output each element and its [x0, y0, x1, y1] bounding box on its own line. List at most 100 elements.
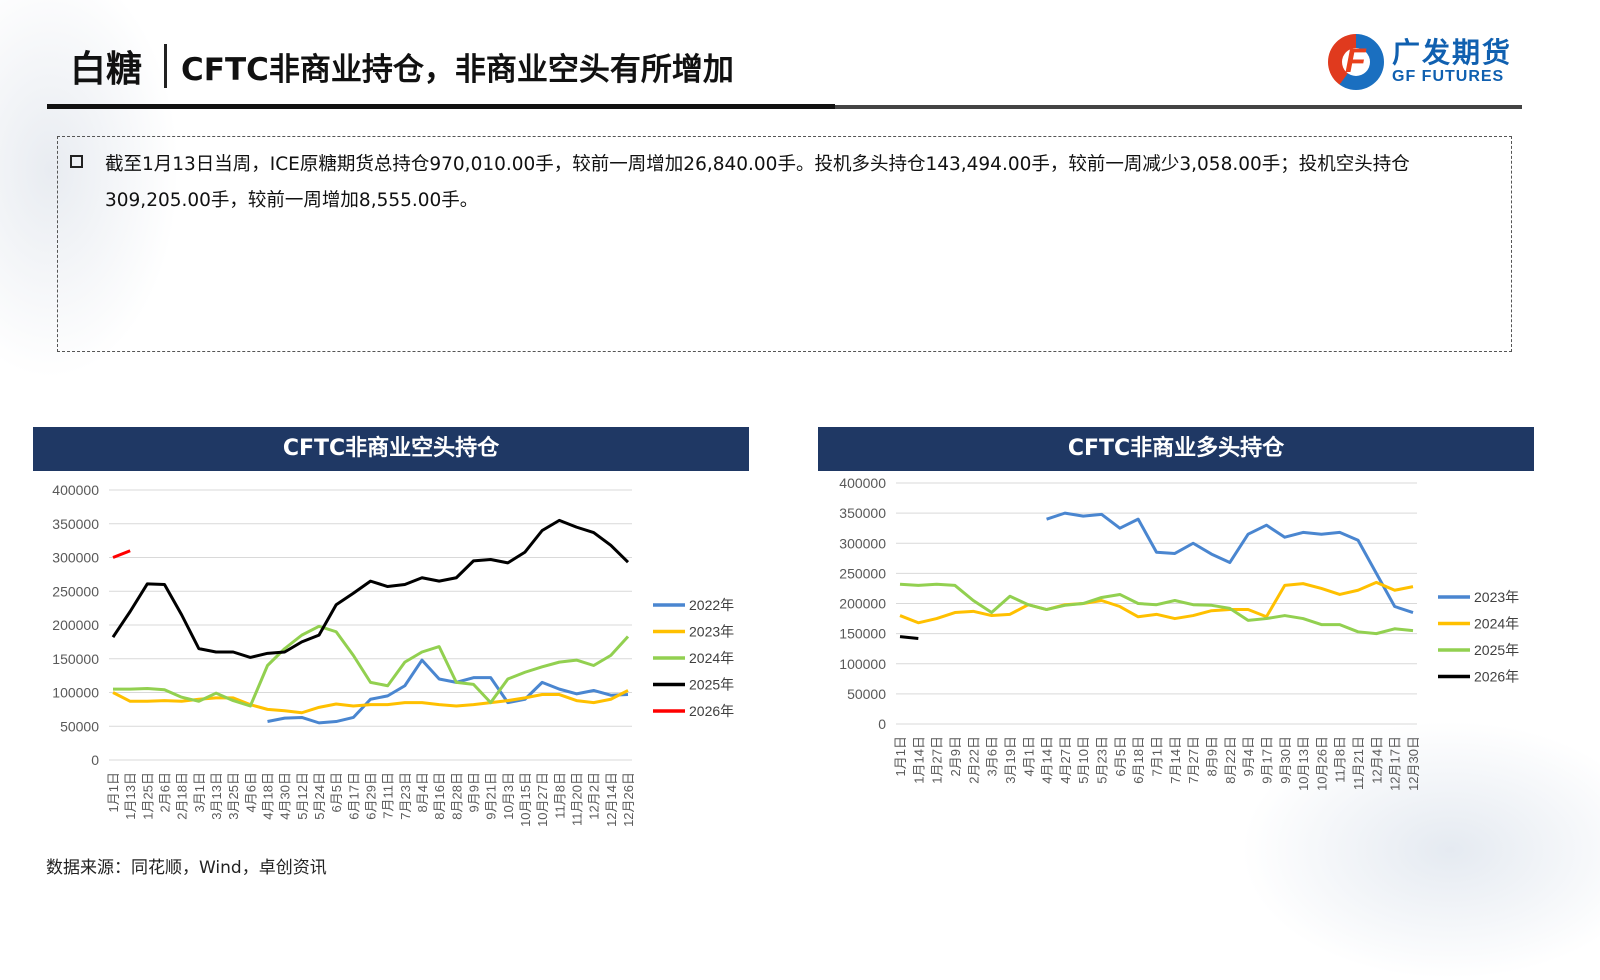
y-tick-label: 350000	[52, 516, 99, 532]
x-tick-label: 1月14日	[911, 736, 926, 784]
x-tick-label: 2月22日	[966, 736, 981, 784]
x-tick-label: 8月9日	[1204, 736, 1219, 776]
x-tick-label: 6月5日	[1113, 736, 1128, 776]
x-tick-label: 8月22日	[1223, 736, 1238, 784]
title-category: 白糖	[70, 49, 143, 90]
legend-label: 2024年	[1474, 616, 1519, 632]
x-tick-label: 4月30日	[278, 772, 293, 820]
x-tick-label: 5月12日	[295, 772, 310, 820]
x-tick-label: 5月10日	[1076, 736, 1091, 784]
y-tick-label: 350000	[839, 505, 886, 521]
x-tick-label: 10月3日	[501, 772, 516, 820]
x-tick-label: 4月18日	[261, 772, 276, 820]
legend-label: 2025年	[1474, 642, 1519, 658]
title-divider	[164, 44, 168, 88]
x-tick-label: 7月27日	[1186, 736, 1201, 784]
x-tick-label: 1月13日	[123, 772, 138, 820]
gf-futures-logo: F 广发期货 GF FUTURES	[1328, 34, 1512, 90]
series-line-2025年	[111, 518, 630, 659]
x-tick-label: 3月6日	[985, 736, 1000, 776]
y-tick-label: 400000	[52, 482, 99, 498]
y-tick-label: 250000	[52, 583, 99, 599]
x-tick-label: 1月1日	[106, 772, 121, 812]
x-tick-label: 3月1日	[192, 772, 207, 812]
x-tick-label: 6月17日	[346, 772, 361, 820]
y-tick-label: 0	[91, 752, 99, 768]
page-title: 白糖 CFTC非商业持仓，非商业空头有所增加	[70, 40, 734, 92]
y-tick-label: 50000	[847, 686, 886, 702]
series-line-2022年	[267, 658, 629, 725]
y-tick-label: 200000	[839, 596, 886, 612]
logo-cn: 广发期货	[1392, 36, 1513, 69]
series-line-2024年	[899, 580, 1414, 625]
x-tick-label: 7月23日	[398, 772, 413, 820]
legend-label: 2026年	[689, 703, 734, 719]
y-tick-label: 50000	[60, 718, 99, 734]
x-tick-label: 11月21日	[1351, 736, 1366, 790]
x-tick-label: 7月1日	[1150, 736, 1165, 776]
series-line-2025年	[899, 582, 1414, 636]
data-source: 数据来源：同花顺，Wind，卓创资讯	[46, 858, 327, 878]
x-tick-label: 10月13日	[1296, 736, 1311, 791]
logo-mark-icon: F	[1328, 34, 1384, 90]
x-tick-label: 5月23日	[1095, 736, 1110, 784]
x-tick-label: 12月26日	[621, 772, 636, 827]
y-tick-label: 300000	[52, 550, 99, 566]
x-tick-label: 8月16日	[432, 772, 447, 820]
x-tick-label: 4月27日	[1058, 736, 1073, 784]
y-tick-label: 200000	[52, 617, 99, 633]
x-tick-label: 6月29日	[364, 772, 379, 820]
x-tick-label: 2月6日	[158, 772, 173, 812]
summary-box: 截至1月13日当周，ICE原糖期货总持仓970,010.00手，较前一周增加26…	[57, 136, 1512, 352]
title-text: CFTC非商业持仓，非商业空头有所增加	[181, 51, 734, 88]
series-line-2026年	[899, 635, 919, 640]
x-tick-label: 4月6日	[243, 772, 258, 812]
long-position-chart: 400000 350000 300000 250000 200000 150000 1000…	[839, 475, 1519, 791]
x-tick-label: 12月4日	[1369, 736, 1384, 784]
series-line-2023年	[112, 689, 629, 715]
header-rule	[47, 104, 835, 109]
square-bullet-icon	[70, 155, 83, 168]
x-tick-label: 11月8日	[552, 772, 567, 819]
x-tick-label: 9月4日	[1241, 736, 1256, 776]
x-tick-label: 12月30日	[1406, 736, 1421, 791]
x-tick-label: 5月24日	[312, 772, 327, 820]
y-tick-label: 400000	[839, 475, 886, 491]
summary-text: 截至1月13日当周，ICE原糖期货总持仓970,010.00手，较前一周增加26…	[105, 154, 1410, 211]
x-tick-label: 10月15日	[518, 772, 533, 827]
y-tick-label: 100000	[839, 656, 886, 672]
header-rule-grey	[835, 105, 1522, 109]
legend-label: 2023年	[1474, 589, 1519, 605]
chart-right-title: CFTC非商业多头持仓	[818, 427, 1534, 471]
x-tick-label: 12月14日	[604, 772, 619, 827]
x-tick-label: 9月21日	[484, 772, 499, 820]
logo-en: GF FUTURES	[1392, 68, 1505, 85]
series-line-2024年	[113, 624, 630, 708]
x-tick-label: 3月25日	[226, 772, 241, 820]
x-tick-label: 1月27日	[930, 736, 945, 784]
x-tick-label: 8月28日	[449, 772, 464, 820]
x-tick-label: 2月9日	[948, 736, 963, 776]
y-tick-label: 150000	[839, 626, 886, 642]
x-tick-label: 12月2日	[587, 772, 602, 820]
x-tick-label: 1月1日	[893, 736, 908, 776]
x-tick-label: 4月14日	[1040, 736, 1055, 784]
x-tick-label: 8月4日	[415, 772, 430, 812]
x-tick-label: 10月26日	[1314, 736, 1329, 791]
y-tick-label: 300000	[839, 535, 886, 551]
y-tick-label: 150000	[52, 651, 99, 667]
x-tick-label: 2月18日	[175, 772, 190, 820]
chart-left-title: CFTC非商业空头持仓	[33, 427, 749, 471]
legend-label: 2026年	[1474, 669, 1519, 685]
x-tick-label: 7月11日	[381, 772, 396, 819]
x-tick-label: 9月9日	[467, 772, 482, 812]
x-tick-label: 12月17日	[1388, 736, 1403, 791]
series-line-2023年	[1046, 511, 1414, 614]
legend-label: 2025年	[689, 677, 734, 693]
legend-label: 2024年	[689, 650, 734, 666]
y-tick-label: 250000	[839, 565, 886, 581]
x-tick-label: 9月30日	[1278, 736, 1293, 784]
x-tick-label: 3月19日	[1003, 736, 1018, 784]
x-tick-label: 7月14日	[1168, 736, 1183, 784]
x-tick-label: 1月25日	[140, 772, 155, 820]
